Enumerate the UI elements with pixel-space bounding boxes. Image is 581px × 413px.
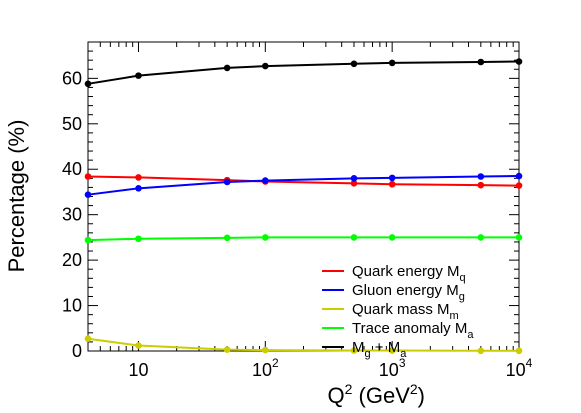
legend-entry: Trace anomaly Ma — [352, 320, 474, 341]
data-point — [135, 185, 142, 192]
data-point — [350, 60, 358, 68]
x-tick-label-base: 10 — [379, 360, 399, 380]
data-point — [477, 234, 485, 241]
legend-entry-name: Quark mass M — [352, 301, 450, 318]
data-point — [84, 335, 92, 343]
data-point — [223, 178, 231, 186]
data-point — [477, 347, 485, 355]
data-point — [515, 234, 523, 241]
y-axis-label: Percentage (%) — [4, 120, 29, 273]
data-point — [135, 174, 142, 181]
data-point — [262, 234, 269, 241]
data-point — [135, 342, 142, 349]
data-point — [350, 347, 358, 354]
series-line — [87, 236, 519, 242]
data-point — [262, 346, 269, 354]
data-point — [223, 234, 231, 242]
y-tick-label: 50 — [62, 114, 82, 134]
data-point — [515, 58, 523, 65]
legend-entry: Quark mass Mm — [352, 301, 459, 322]
y-tick-label: 30 — [62, 205, 82, 225]
series-layer — [84, 58, 523, 355]
x-tick-label: 104 — [506, 356, 533, 380]
x-tick-label: 10 — [128, 360, 148, 380]
data-point — [262, 62, 269, 70]
series-4 — [84, 58, 523, 88]
series-3 — [84, 234, 523, 244]
data-point — [262, 177, 269, 184]
x-tick-label: 102 — [252, 356, 279, 380]
x-axis-label-main: Q — [327, 383, 344, 408]
series-line — [87, 175, 520, 187]
data-point — [350, 175, 358, 182]
data-point — [388, 59, 396, 67]
x-tick-label-base: 10 — [506, 360, 526, 380]
legend-entry-suffix: + M — [371, 339, 401, 356]
legend-entry-subscript: g — [365, 348, 371, 360]
data-point — [84, 173, 92, 180]
legend-entry-name: Quark energy M — [352, 263, 460, 280]
data-point — [388, 234, 396, 241]
data-point — [515, 347, 523, 355]
x-axis-label-sup: 2 — [345, 381, 353, 397]
series-line — [87, 175, 520, 196]
legend-entry: Mg + Ma — [352, 339, 407, 360]
legend-entry-name: M — [352, 339, 365, 356]
x-tick-label-base: 10 — [252, 360, 272, 380]
x-tick-label-exp: 4 — [526, 356, 533, 370]
legend-entry-name: Gluon energy M — [352, 282, 459, 299]
legend-entry: Gluon energy Mg — [352, 282, 465, 303]
y-tick-label: 10 — [62, 296, 82, 316]
series-line — [87, 337, 519, 352]
x-tick-label-exp: 2 — [272, 356, 279, 370]
data-point — [135, 235, 142, 243]
data-point — [388, 347, 396, 354]
legend-entry-suffix-subscript: a — [400, 348, 407, 360]
data-point — [223, 346, 231, 353]
data-point — [84, 236, 92, 244]
plot-frame — [87, 41, 520, 352]
legend-entry-subscript: a — [467, 329, 474, 341]
data-point — [515, 172, 523, 180]
x-axis-label-unit: (GeV — [352, 383, 410, 408]
series-line — [87, 60, 520, 85]
x-tick-label: 103 — [379, 356, 406, 380]
data-point — [477, 173, 485, 180]
data-point — [84, 80, 92, 88]
y-tick-label: 0 — [72, 341, 82, 361]
data-point — [388, 174, 396, 182]
data-point — [515, 182, 523, 189]
y-tick-label: 40 — [62, 159, 82, 179]
y-tick-label: 20 — [62, 250, 82, 270]
x-tick-label-exp: 3 — [399, 356, 406, 370]
data-point — [350, 180, 358, 187]
legend-entry: Quark energy Mq — [352, 263, 466, 284]
legend-entry-name: Trace anomaly M — [352, 320, 467, 337]
legend-entry-subscript: m — [450, 310, 459, 322]
series-2 — [84, 335, 523, 355]
data-point — [477, 181, 485, 189]
x-tick-label-base: 10 — [128, 360, 148, 380]
data-point — [223, 64, 231, 72]
data-point — [135, 72, 142, 79]
series-1 — [84, 172, 523, 198]
data-point — [388, 180, 396, 188]
x-axis-label: Q2 (GeV2) — [327, 381, 425, 408]
y-tick-label: 60 — [62, 68, 82, 88]
legend-entry-subscript: q — [460, 272, 466, 284]
data-point — [350, 234, 358, 241]
axis-ticks — [87, 41, 520, 352]
x-axis-label-close: ) — [418, 383, 425, 408]
x-axis-label-unit-sup: 2 — [410, 381, 418, 397]
data-point — [477, 58, 485, 66]
data-point — [84, 191, 92, 198]
legend-entry-subscript: g — [459, 291, 465, 303]
